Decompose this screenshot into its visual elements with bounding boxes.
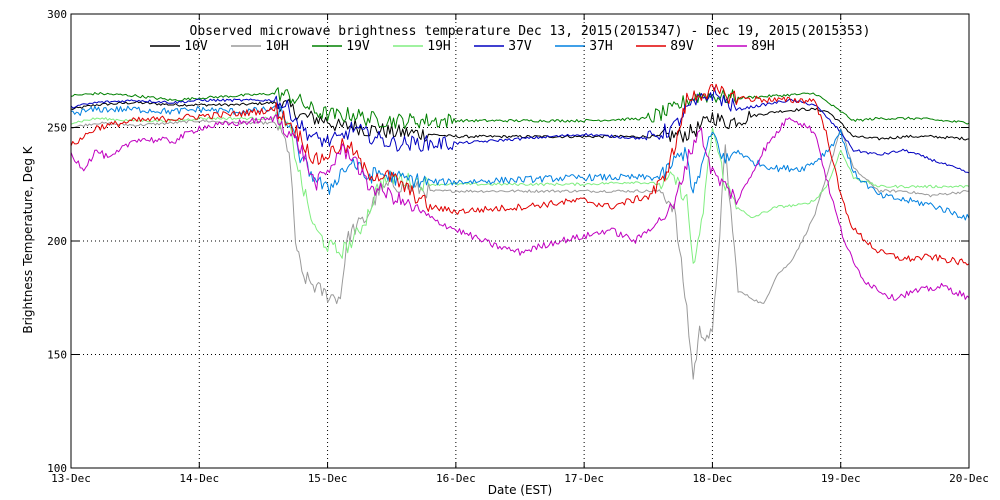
x-tick-label: 15-Dec <box>308 472 348 485</box>
legend-label-10V: 10V <box>184 39 208 54</box>
x-tick-label: 14-Dec <box>179 472 219 485</box>
legend-label-19V: 19V <box>346 39 370 54</box>
x-tick-label: 19-Dec <box>821 472 861 485</box>
legend: 10V 10H 19V 19H 37V 37H 89V 89H <box>150 39 775 54</box>
series-layer <box>70 83 970 380</box>
x-tick-label: 16-Dec <box>436 472 476 485</box>
series-line-10V <box>70 98 970 143</box>
series-line-89V <box>70 83 970 266</box>
x-tick-label: 13-Dec <box>51 472 91 485</box>
x-tick-label: 17-Dec <box>564 472 604 485</box>
legend-label-89V: 89V <box>670 39 694 54</box>
y-tick-label: 250 <box>47 122 67 135</box>
y-tick-label: 300 <box>47 8 67 21</box>
grid-lines <box>71 14 969 468</box>
x-axis: 13-Dec 14-Dec 15-Dec 16-Dec 17-Dec 18-Dec 19-D… <box>51 14 989 485</box>
series-line-37V <box>70 87 970 174</box>
series-line-10H <box>70 119 970 380</box>
series-line-19H <box>70 111 970 264</box>
legend-label-37H: 37H <box>589 39 612 54</box>
x-tick-label: 18-Dec <box>693 472 733 485</box>
series-line-89H <box>70 114 970 301</box>
y-axis-label: Brightness Temperature, Deg K <box>21 145 35 333</box>
chart-title: Observed microwave brightness temperatur… <box>190 24 871 39</box>
y-axis: 100 150 200 250 300 <box>47 8 969 475</box>
series-line-19V <box>70 87 970 129</box>
y-tick-label: 150 <box>47 349 67 362</box>
legend-label-19H: 19H <box>427 39 450 54</box>
legend-label-10H: 10H <box>265 39 288 54</box>
y-tick-label: 200 <box>47 235 67 248</box>
legend-label-89H: 89H <box>751 39 774 54</box>
x-axis-label: Date (EST) <box>488 483 552 497</box>
x-tick-label: 20-Dec <box>949 472 989 485</box>
y-tick-label: 100 <box>47 462 67 475</box>
series-line-37H <box>70 104 970 221</box>
legend-label-37V: 37V <box>508 39 532 54</box>
